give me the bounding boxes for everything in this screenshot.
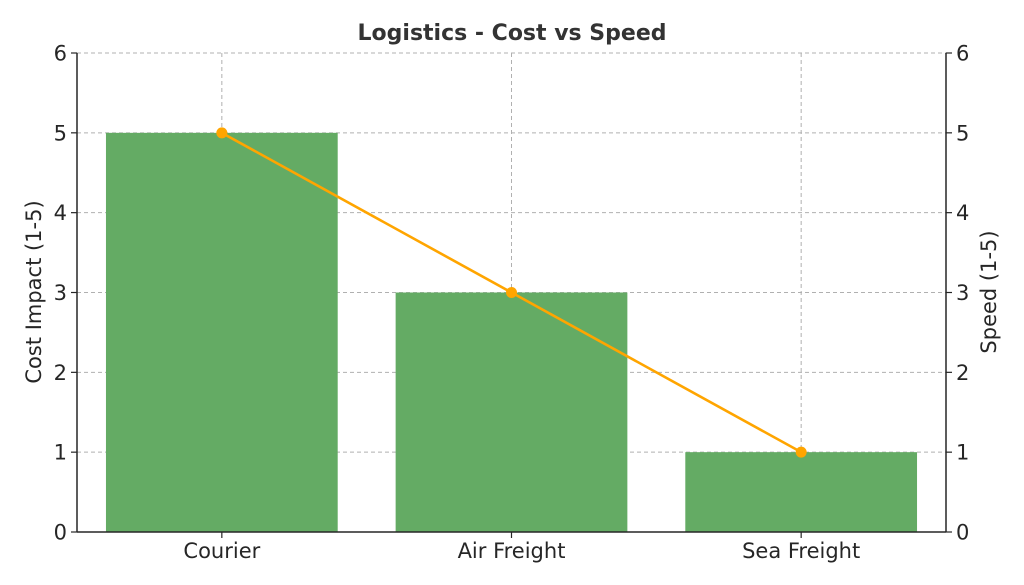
bar-courier: [105, 132, 338, 533]
speed-point-sea-freight: [795, 446, 807, 458]
y-tick-label: 1: [54, 441, 67, 465]
y2-axis-label: Speed (1-5): [977, 230, 1001, 353]
y2-tick-label: 1: [956, 441, 969, 465]
bar-air-freight: [395, 292, 628, 532]
line-series: [216, 127, 807, 458]
speed-point-courier: [216, 127, 228, 139]
y-tick-label: 4: [54, 201, 67, 225]
y-tick-label: 0: [54, 521, 67, 545]
speed-point-air-freight: [506, 287, 517, 298]
y2-tick-label: 5: [956, 121, 969, 145]
x-tick-label: Air Freight: [458, 539, 566, 563]
bar-series: [105, 132, 918, 533]
axes: [71, 52, 952, 538]
y-axis-label: Cost Impact (1-5): [22, 200, 46, 383]
bar-sea-freight: [685, 452, 918, 532]
x-tick-label: Courier: [183, 539, 260, 563]
y2-tick-label: 4: [956, 201, 969, 225]
y2-tick-label: 3: [956, 281, 969, 305]
y-tick-label: 6: [54, 42, 67, 66]
y2-tick-label: 6: [956, 42, 969, 66]
y-tick-label: 2: [54, 361, 67, 385]
x-tick-label: Sea Freight: [742, 539, 860, 563]
chart-title: Logistics - Cost vs Speed: [358, 21, 667, 46]
y2-tick-label: 0: [956, 521, 969, 545]
tick-labels: 0 1 2 3 4 5 6 0 1 2 3 4 5 6 Courier Air Freight Sea Frei…: [54, 42, 970, 564]
y2-tick-label: 2: [956, 361, 969, 385]
y-tick-label: 5: [54, 121, 67, 145]
y-tick-label: 3: [54, 281, 67, 305]
